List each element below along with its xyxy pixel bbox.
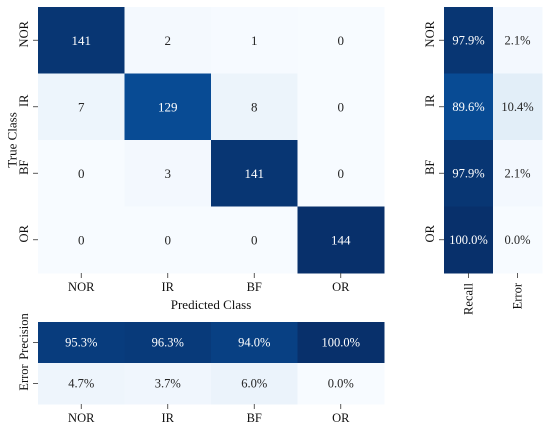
cm-value-OR-NOR: 0 <box>78 232 85 247</box>
re-cell-OR-Error <box>493 206 543 274</box>
cm-value-OR-IR: 0 <box>165 232 172 247</box>
cm-cell-NOR-IR <box>124 7 212 74</box>
pe-value-Precision-NOR: 95.3% <box>65 336 97 350</box>
cm-value-NOR-OR: 0 <box>338 33 345 48</box>
cm-value-IR-NOR: 7 <box>78 99 85 114</box>
cm-value-IR-OR: 0 <box>338 99 345 114</box>
cm-cell-BF-IR <box>124 140 212 207</box>
cm-cell-IR-NOR <box>38 73 125 141</box>
re-cell-BF-Error <box>493 140 543 207</box>
re-ytick-NOR-label: NOR <box>423 20 437 47</box>
cm-cell-BF-NOR <box>38 140 125 207</box>
cm-value-BF-IR: 3 <box>165 166 172 181</box>
re-xtick-Error-label: Error <box>511 282 525 309</box>
cm-value-OR-BF: 0 <box>251 232 258 247</box>
cm-value-BF-NOR: 0 <box>78 166 85 181</box>
re-cell-IR-Error <box>493 73 543 141</box>
pe-xtick-NOR-label: NOR <box>68 411 95 425</box>
re-ytick-OR-label: OR <box>423 224 437 242</box>
pe-value-Error-OR: 0.0% <box>328 377 354 391</box>
cm-cell-IR-OR <box>297 73 385 141</box>
re-ytick-BF-label: BF <box>423 160 437 175</box>
confusion-matrix-panel: 141 2 1 0 7 129 8 0 0 3 141 0 0 0 0 144 NOR IR BF OR NOR IR BF… <box>5 7 385 312</box>
cm-ytick-BF-label: BF <box>17 160 31 175</box>
cm-cell-OR-BF <box>211 206 298 274</box>
cm-value-NOR-NOR: 141 <box>72 33 92 48</box>
re-cell-NOR-Recall <box>444 7 494 74</box>
re-xtick-Recall-label: Recall <box>462 282 476 314</box>
pe-cell-Precision-NOR <box>38 322 125 364</box>
re-value-OR-Recall: 100.0% <box>449 233 488 247</box>
pe-cell-Precision-OR <box>297 322 385 364</box>
cm-value-NOR-IR: 2 <box>165 33 172 48</box>
re-value-NOR-Recall: 97.9% <box>452 33 484 47</box>
cm-cell-IR-BF <box>211 73 298 141</box>
re-value-OR-Error: 0.0% <box>504 233 530 247</box>
cm-cell-NOR-NOR <box>38 7 125 74</box>
cm-xlabel: Predicted Class <box>171 297 252 312</box>
pe-xtick-IR-label: IR <box>162 411 175 425</box>
pe-ytick-Precision-label: Precision <box>17 312 31 359</box>
cm-cell-NOR-OR <box>297 7 385 74</box>
cm-cell-OR-NOR <box>38 206 125 274</box>
cm-ytick-OR-label: OR <box>17 224 31 242</box>
cm-ytick-IR-label: IR <box>17 94 31 107</box>
pe-value-Error-NOR: 4.7% <box>68 377 94 391</box>
cm-ylabel: True Class <box>5 112 20 168</box>
cm-cell-IR-IR <box>124 73 212 141</box>
cm-cell-NOR-BF <box>211 7 298 74</box>
cm-xtick-OR-label: OR <box>332 280 350 294</box>
pe-value-Precision-IR: 96.3% <box>152 336 184 350</box>
pe-value-Precision-BF: 94.0% <box>238 336 270 350</box>
re-cell-BF-Recall <box>444 140 494 207</box>
pe-value-Error-IR: 3.7% <box>155 377 181 391</box>
cm-value-NOR-BF: 1 <box>251 33 258 48</box>
cm-ytick-NOR-label: NOR <box>17 20 31 47</box>
re-ytick-IR-label: IR <box>423 94 437 107</box>
re-value-IR-Recall: 89.6% <box>452 100 484 114</box>
cm-xtick-BF-label: BF <box>247 280 262 294</box>
cm-xtick-IR-label: IR <box>162 280 175 294</box>
cm-cell-OR-OR <box>297 206 385 274</box>
re-value-BF-Recall: 97.9% <box>452 166 484 180</box>
cm-value-OR-OR: 144 <box>331 232 351 247</box>
pe-cell-Precision-BF <box>211 322 298 364</box>
precision-error-panel: 95.3% 96.3% 94.0% 100.0% 4.7% 3.7% 6.0% 0.0% Pre… <box>17 312 385 425</box>
pe-cell-Error-IR <box>124 363 212 405</box>
pe-cell-Error-NOR <box>38 363 125 405</box>
recall-error-panel: 97.9% 2.1% 89.6% 10.4% 97.9% 2.1% 100.0% 0.0% NO… <box>423 7 543 315</box>
re-value-NOR-Error: 2.1% <box>504 33 530 47</box>
cm-cell-BF-BF <box>211 140 298 207</box>
cm-cell-OR-IR <box>124 206 212 274</box>
cm-value-IR-BF: 8 <box>251 99 258 114</box>
cm-value-BF-OR: 0 <box>338 166 345 181</box>
re-value-BF-Error: 2.1% <box>504 166 530 180</box>
pe-xtick-BF-label: BF <box>247 411 262 425</box>
pe-cell-Error-OR <box>297 363 385 405</box>
re-cell-NOR-Error <box>493 7 543 74</box>
cm-xtick-NOR-label: NOR <box>68 280 95 294</box>
pe-xtick-OR-label: OR <box>332 411 350 425</box>
re-cell-OR-Recall <box>444 206 494 274</box>
cm-cell-BF-OR <box>297 140 385 207</box>
re-cell-IR-Recall <box>444 73 494 141</box>
pe-ytick-Error-label: Error <box>17 363 31 390</box>
pe-value-Error-BF: 6.0% <box>241 377 267 391</box>
cm-value-IR-IR: 129 <box>158 99 178 114</box>
pe-value-Precision-OR: 100.0% <box>321 336 360 350</box>
re-value-IR-Error: 10.4% <box>501 100 533 114</box>
pe-cell-Error-BF <box>211 363 298 405</box>
pe-cell-Precision-IR <box>124 322 212 364</box>
cm-value-BF-BF: 141 <box>245 166 265 181</box>
